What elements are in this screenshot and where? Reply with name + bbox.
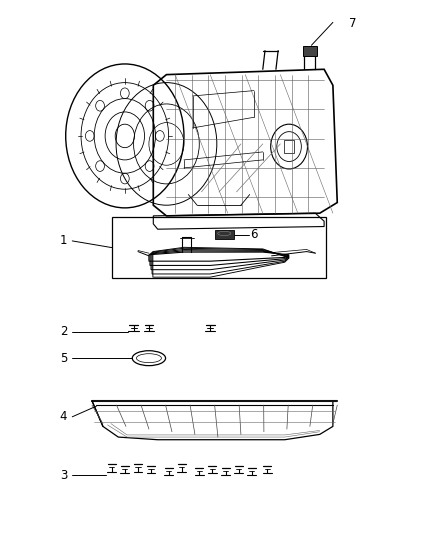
Text: 6: 6 bbox=[250, 228, 258, 241]
Text: 1: 1 bbox=[60, 235, 67, 247]
Text: 4: 4 bbox=[60, 410, 67, 423]
Text: 7: 7 bbox=[349, 18, 357, 30]
Bar bbox=[112, 217, 326, 278]
Bar bbox=[284, 140, 294, 153]
Text: 3: 3 bbox=[60, 469, 67, 482]
Bar bbox=[215, 230, 234, 239]
Text: 2: 2 bbox=[60, 325, 67, 338]
Text: 5: 5 bbox=[60, 352, 67, 365]
Bar bbox=[303, 46, 317, 56]
